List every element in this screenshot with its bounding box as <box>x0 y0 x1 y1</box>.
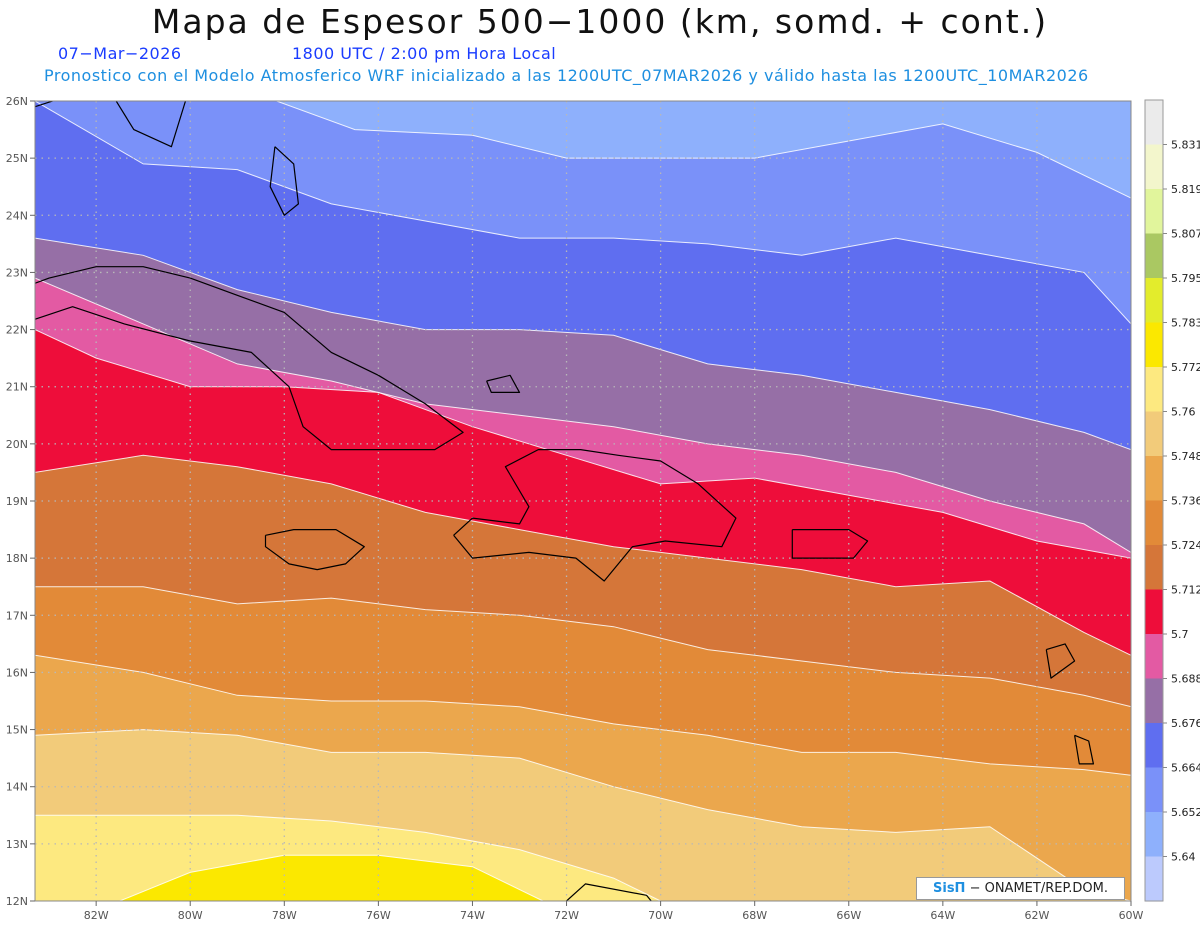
colorbar-swatch-8 <box>1145 456 1163 502</box>
x-tick-label-0: 82W <box>84 909 109 922</box>
colorbar-swatch-10 <box>1145 545 1163 591</box>
x-tick-label-9: 64W <box>930 909 955 922</box>
colorbar-swatch-4 <box>1145 278 1163 324</box>
forecast-date: 07−Mar−2026 <box>58 44 182 63</box>
x-tick-label-11: 60W <box>1119 909 1144 922</box>
colorbar-label-0: 5.831 <box>1171 139 1200 152</box>
credit-box: SisΠ − ONAMET/REP.DOM. <box>916 877 1125 900</box>
model-info: Pronostico con el Modelo Atmosferico WRF… <box>44 66 1089 85</box>
colorbar-label-9: 5.724 <box>1171 539 1200 552</box>
colorbar-swatch-17 <box>1145 856 1163 902</box>
contour-line-11 <box>35 854 1131 901</box>
contour-line-2 <box>35 101 1131 325</box>
colorbar-swatch-12 <box>1145 634 1163 680</box>
y-tick-label-1: 25N <box>6 152 28 165</box>
colorbar-swatch-7 <box>1145 411 1163 457</box>
x-tick-label-6: 70W <box>648 909 673 922</box>
colorbar-label-5: 5.772 <box>1171 361 1200 374</box>
y-tick-label-4: 22N <box>6 324 28 337</box>
chart-title: Mapa de Espesor 500−1000 (km, somd. + co… <box>151 2 1049 41</box>
coastline-guadeloupe <box>1045 643 1076 679</box>
y-tick-label-7: 19N <box>6 495 28 508</box>
colorbar-swatch-14 <box>1145 723 1163 769</box>
colorbar-label-4: 5.783 <box>1171 317 1200 330</box>
contour-line-6 <box>35 454 1131 656</box>
y-tick-label-11: 15N <box>6 724 28 737</box>
contour-line-3 <box>35 237 1131 451</box>
credit-text: − ONAMET/REP.DOM. <box>965 881 1108 896</box>
colorbar-label-13: 5.676 <box>1171 717 1200 730</box>
y-tick-label-10: 16N <box>6 666 28 679</box>
plot-area <box>35 101 1131 901</box>
contour-line-5 <box>35 329 1131 559</box>
colorbar-swatch-2 <box>1145 189 1163 235</box>
x-tick-label-2: 78W <box>272 909 297 922</box>
credit-brand: SisΠ <box>933 881 966 896</box>
x-tick-label-7: 68W <box>742 909 767 922</box>
x-tick-label-1: 80W <box>178 909 203 922</box>
colorbar: 5.831 5.819 5.807 5.795 5.783 5.772 5.76 5.748 5… <box>1144 99 1200 902</box>
y-tick-label-13: 13N <box>6 838 28 851</box>
y-tick-label-8: 18N <box>6 552 28 565</box>
contour-line-4 <box>35 277 1131 553</box>
colorbar-label-2: 5.807 <box>1171 228 1200 241</box>
coastline-puerto-rico <box>791 529 869 559</box>
coastline-jamaica <box>264 529 365 571</box>
x-tick-label-4: 74W <box>460 909 485 922</box>
x-tick-label-3: 76W <box>366 909 391 922</box>
colorbar-label-11: 5.7 <box>1171 628 1189 641</box>
colorbar-swatch-5 <box>1145 322 1163 368</box>
colorbar-label-15: 5.652 <box>1171 806 1200 819</box>
y-tick-label-9: 17N <box>6 609 28 622</box>
colorbar-swatch-3 <box>1145 233 1163 279</box>
colorbar-label-6: 5.76 <box>1171 406 1196 419</box>
y-tick-label-5: 21N <box>6 381 28 394</box>
y-tick-label-6: 20N <box>6 438 28 451</box>
colorbar-label-3: 5.795 <box>1171 272 1200 285</box>
colorbar-swatch-0 <box>1145 100 1163 146</box>
x-tick-label-10: 62W <box>1024 909 1049 922</box>
coastline-hispaniola <box>453 449 737 582</box>
colorbar-label-7: 5.748 <box>1171 450 1200 463</box>
y-tick-label-0: 26N <box>6 95 28 108</box>
colorbar-swatch-11 <box>1145 589 1163 635</box>
colorbar-label-16: 5.64 <box>1171 851 1196 864</box>
colorbar-label-12: 5.688 <box>1171 673 1200 686</box>
colorbar-label-1: 5.819 <box>1171 183 1200 196</box>
colorbar-label-14: 5.664 <box>1171 762 1200 775</box>
colorbar-label-10: 5.712 <box>1171 584 1200 597</box>
coastline-andros <box>269 146 299 216</box>
colorbar-label-8: 5.736 <box>1171 495 1200 508</box>
thickness-band-11 <box>35 855 1131 901</box>
coastline-martinique <box>1074 734 1094 765</box>
forecast-time: 1800 UTC / 2:00 pm Hora Local <box>292 44 557 63</box>
coastline-great-inagua <box>486 374 521 393</box>
coastline-cuba <box>35 266 464 451</box>
colorbar-swatch-16 <box>1145 812 1163 858</box>
x-tick-label-5: 72W <box>554 909 579 922</box>
colorbar-swatch-15 <box>1145 767 1163 813</box>
contour-line-10 <box>35 814 1131 901</box>
y-tick-label-12: 14N <box>6 781 28 794</box>
colorbar-swatch-1 <box>1145 144 1163 190</box>
coastline-florida <box>35 101 187 148</box>
colorbar-swatch-13 <box>1145 678 1163 724</box>
colorbar-swatch-9 <box>1145 500 1163 546</box>
y-tick-label-14: 12N <box>6 895 28 908</box>
contour-line-7 <box>35 586 1131 708</box>
coastline-venezuela <box>566 883 652 901</box>
colorbar-swatch-6 <box>1145 367 1163 413</box>
y-tick-label-2: 24N <box>6 209 28 222</box>
y-tick-label-3: 23N <box>6 266 28 279</box>
contour-line-8 <box>35 654 1131 776</box>
x-tick-label-8: 66W <box>836 909 861 922</box>
